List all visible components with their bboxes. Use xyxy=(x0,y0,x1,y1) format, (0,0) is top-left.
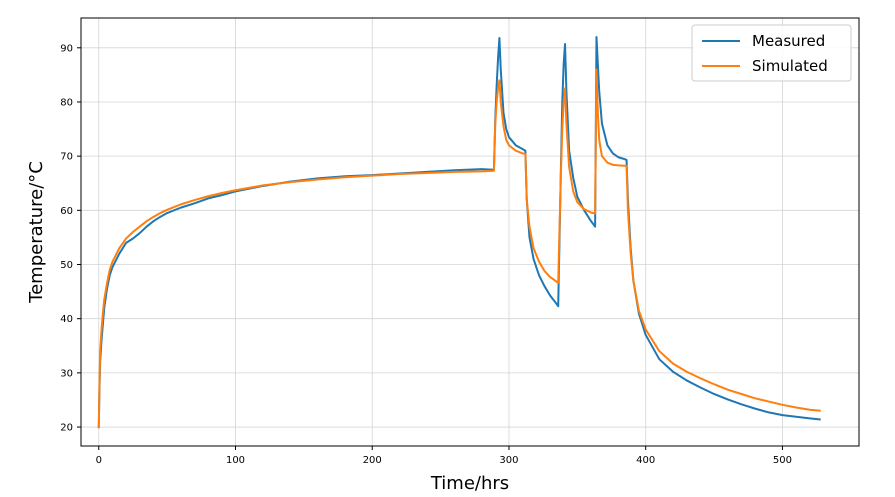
legend: Measured Simulated xyxy=(691,24,852,82)
y-axis-label: Temperature/°C xyxy=(26,161,47,304)
y-tick-label: 80 xyxy=(60,97,73,108)
y-tick-label: 60 xyxy=(60,206,73,217)
x-tick-label: 200 xyxy=(363,455,382,466)
y-tick-label: 70 xyxy=(60,152,73,163)
legend-label-simulated: Simulated xyxy=(752,57,828,75)
x-tick-label: 300 xyxy=(499,455,518,466)
ticks: 0 100 200 300 400 500 20 30 40 50 60 70 80 90 xyxy=(60,43,792,466)
x-axis-label: Time/hrs xyxy=(430,473,509,494)
y-tick-label: 90 xyxy=(60,43,73,54)
y-tick-label: 40 xyxy=(60,314,73,325)
x-tick-label: 400 xyxy=(636,455,655,466)
series-layer xyxy=(97,35,821,429)
x-tick-label: 500 xyxy=(773,455,792,466)
grid xyxy=(81,18,859,446)
x-tick-label: 0 xyxy=(96,455,102,466)
series-line-simulated xyxy=(97,68,821,429)
plot-frame xyxy=(80,17,860,447)
x-tick-label: 100 xyxy=(226,455,245,466)
y-tick-label: 20 xyxy=(60,423,73,434)
y-tick-label: 30 xyxy=(60,368,73,379)
legend-label-measured: Measured xyxy=(752,32,825,50)
y-tick-label: 50 xyxy=(60,260,73,271)
